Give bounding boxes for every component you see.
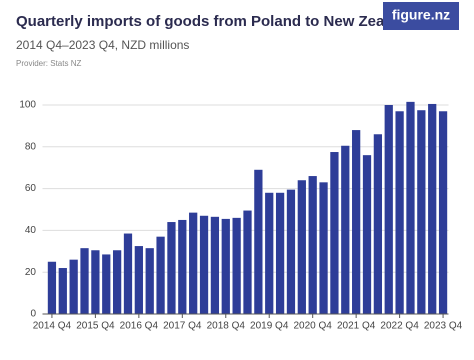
- bar: [438, 111, 448, 315]
- bar: [330, 152, 339, 314]
- bar: [58, 268, 67, 314]
- bar: [384, 105, 393, 314]
- x-tick-label: 2021 Q4: [337, 321, 376, 332]
- x-tick-label: 2020 Q4: [294, 321, 333, 332]
- bar: [254, 169, 263, 314]
- bar: [319, 182, 328, 314]
- bar: [395, 111, 404, 315]
- bar: [265, 192, 274, 314]
- bar: [134, 246, 143, 314]
- x-tick-label: 2019 Q4: [250, 321, 289, 332]
- bar: [210, 216, 220, 314]
- logo-box: [383, 2, 459, 30]
- x-tick-label: 2016 Q4: [120, 321, 159, 332]
- bar: [47, 261, 57, 314]
- bar: [406, 101, 415, 315]
- bar: [362, 155, 372, 314]
- x-tick-label: 2018 Q4: [207, 321, 246, 332]
- bar: [102, 254, 111, 314]
- bar: [91, 250, 100, 314]
- provider: Provider: Stats NZ: [16, 59, 81, 68]
- x-tick-label: 2023 Q4: [424, 321, 463, 332]
- bar: [373, 134, 383, 314]
- bar: [178, 219, 187, 314]
- y-tick-label: 80: [25, 141, 37, 152]
- bar: [275, 192, 285, 314]
- bar: [428, 103, 437, 314]
- bar: [145, 248, 154, 314]
- bar: [69, 259, 78, 314]
- bar: [352, 130, 361, 314]
- bar: [199, 215, 209, 314]
- bar: [308, 176, 317, 314]
- x-tick-label: 2022 Q4: [380, 321, 419, 332]
- bar: [112, 250, 122, 314]
- bar: [123, 233, 133, 314]
- bar: [417, 110, 426, 314]
- bar: [243, 210, 252, 314]
- bar: [286, 189, 296, 314]
- y-tick-label: 100: [19, 100, 36, 111]
- chart-subtitle: 2014 Q4–2023 Q4, NZD millions: [16, 38, 189, 52]
- bar: [341, 145, 350, 314]
- y-tick-label: 0: [30, 309, 36, 320]
- x-tick-label: 2017 Q4: [163, 321, 202, 332]
- x-tick-label: 2015 Q4: [76, 321, 115, 332]
- chart-title: Quarterly imports of goods from Poland t…: [16, 13, 415, 30]
- y-tick-label: 60: [25, 183, 37, 194]
- bar: [232, 217, 241, 314]
- x-tick-label: 2014 Q4: [33, 321, 72, 332]
- bar: [167, 222, 176, 314]
- logo: figure.nz: [392, 7, 450, 23]
- y-tick-label: 40: [25, 225, 37, 236]
- bar: [297, 180, 306, 314]
- y-tick-label: 20: [25, 267, 37, 278]
- bar: [189, 212, 198, 314]
- bar: [156, 236, 165, 314]
- bar: [221, 218, 230, 314]
- bar: [80, 248, 89, 314]
